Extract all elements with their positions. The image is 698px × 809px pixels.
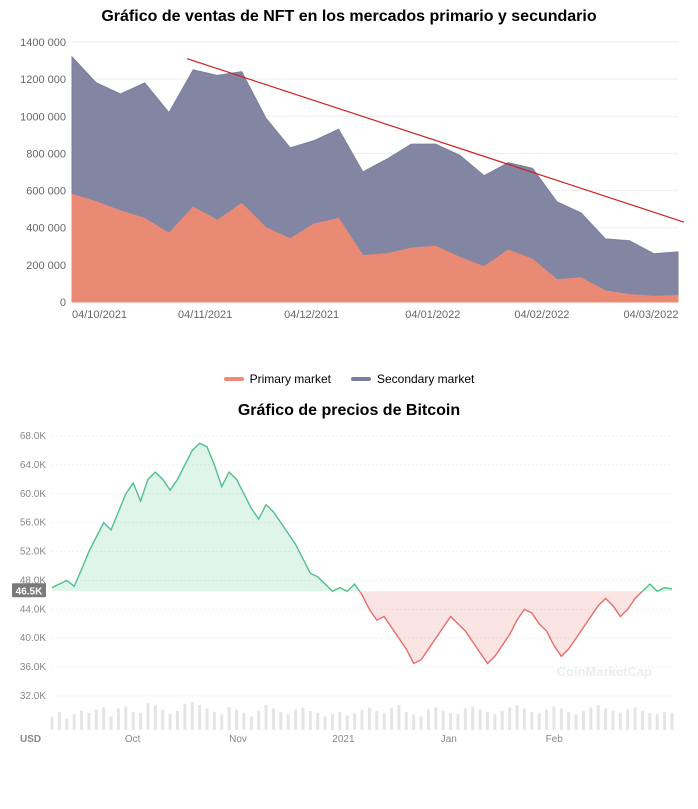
svg-text:60.0K: 60.0K xyxy=(20,489,46,500)
svg-text:44.0K: 44.0K xyxy=(20,604,46,615)
svg-text:1000 000: 1000 000 xyxy=(20,111,66,123)
nft-chart-plot: 0 200 000 400 000 600 000 800 000 1000 000 120… xyxy=(10,32,688,362)
nft-chart-legend: Primary market Secondary market xyxy=(10,372,688,386)
legend-label-secondary: Secondary market xyxy=(377,372,474,386)
legend-swatch-secondary xyxy=(351,377,371,381)
svg-text:04/01/2022: 04/01/2022 xyxy=(405,309,460,321)
svg-text:64.0K: 64.0K xyxy=(20,460,46,471)
svg-text:Jan: Jan xyxy=(441,734,457,745)
svg-text:04/02/2022: 04/02/2022 xyxy=(514,309,569,321)
legend-secondary: Secondary market xyxy=(351,372,474,386)
svg-text:46.5K: 46.5K xyxy=(16,586,43,597)
svg-text:1200 000: 1200 000 xyxy=(20,74,66,86)
svg-text:USD: USD xyxy=(20,734,41,745)
svg-text:200 000: 200 000 xyxy=(26,260,66,272)
bitcoin-price-chart: Gráfico de precios de Bitcoin 32.0K 36.0K… xyxy=(0,394,698,774)
svg-text:40.0K: 40.0K xyxy=(20,633,46,644)
svg-text:2021: 2021 xyxy=(332,734,355,745)
svg-text:Nov: Nov xyxy=(229,734,247,745)
svg-text:36.0K: 36.0K xyxy=(20,662,46,673)
nft-chart-svg: 0 200 000 400 000 600 000 800 000 1000 000 120… xyxy=(10,32,688,362)
svg-text:Feb: Feb xyxy=(546,734,564,745)
svg-text:Oct: Oct xyxy=(125,734,141,745)
svg-text:800 000: 800 000 xyxy=(26,148,66,160)
svg-text:04/10/2021: 04/10/2021 xyxy=(72,309,127,321)
svg-text:68.0K: 68.0K xyxy=(20,431,46,442)
svg-text:52.0K: 52.0K xyxy=(20,547,46,558)
btc-chart-svg: 32.0K36.0K40.0K44.0K48.0K52.0K56.0K60.0K… xyxy=(10,426,688,766)
svg-text:CoinMarketCap: CoinMarketCap xyxy=(557,664,652,679)
nft-sales-chart: Gráfico de ventas de NFT en los mercados… xyxy=(0,0,698,394)
legend-primary: Primary market xyxy=(224,372,331,386)
nft-chart-title: Gráfico de ventas de NFT en los mercados… xyxy=(10,8,688,26)
svg-text:04/11/2021: 04/11/2021 xyxy=(178,309,232,321)
svg-text:400 000: 400 000 xyxy=(26,223,66,235)
svg-text:32.0K: 32.0K xyxy=(20,691,46,702)
svg-text:1400 000: 1400 000 xyxy=(20,37,66,49)
btc-chart-plot: 32.0K36.0K40.0K44.0K48.0K52.0K56.0K60.0K… xyxy=(10,426,688,766)
legend-label-primary: Primary market xyxy=(250,372,331,386)
svg-text:600 000: 600 000 xyxy=(26,186,66,198)
svg-text:04/12/2021: 04/12/2021 xyxy=(284,309,339,321)
legend-swatch-primary xyxy=(224,377,244,381)
svg-text:56.0K: 56.0K xyxy=(20,518,46,529)
svg-text:04/03/2022: 04/03/2022 xyxy=(623,309,678,321)
svg-text:0: 0 xyxy=(60,297,66,309)
btc-chart-title: Gráfico de precios de Bitcoin xyxy=(10,402,688,420)
